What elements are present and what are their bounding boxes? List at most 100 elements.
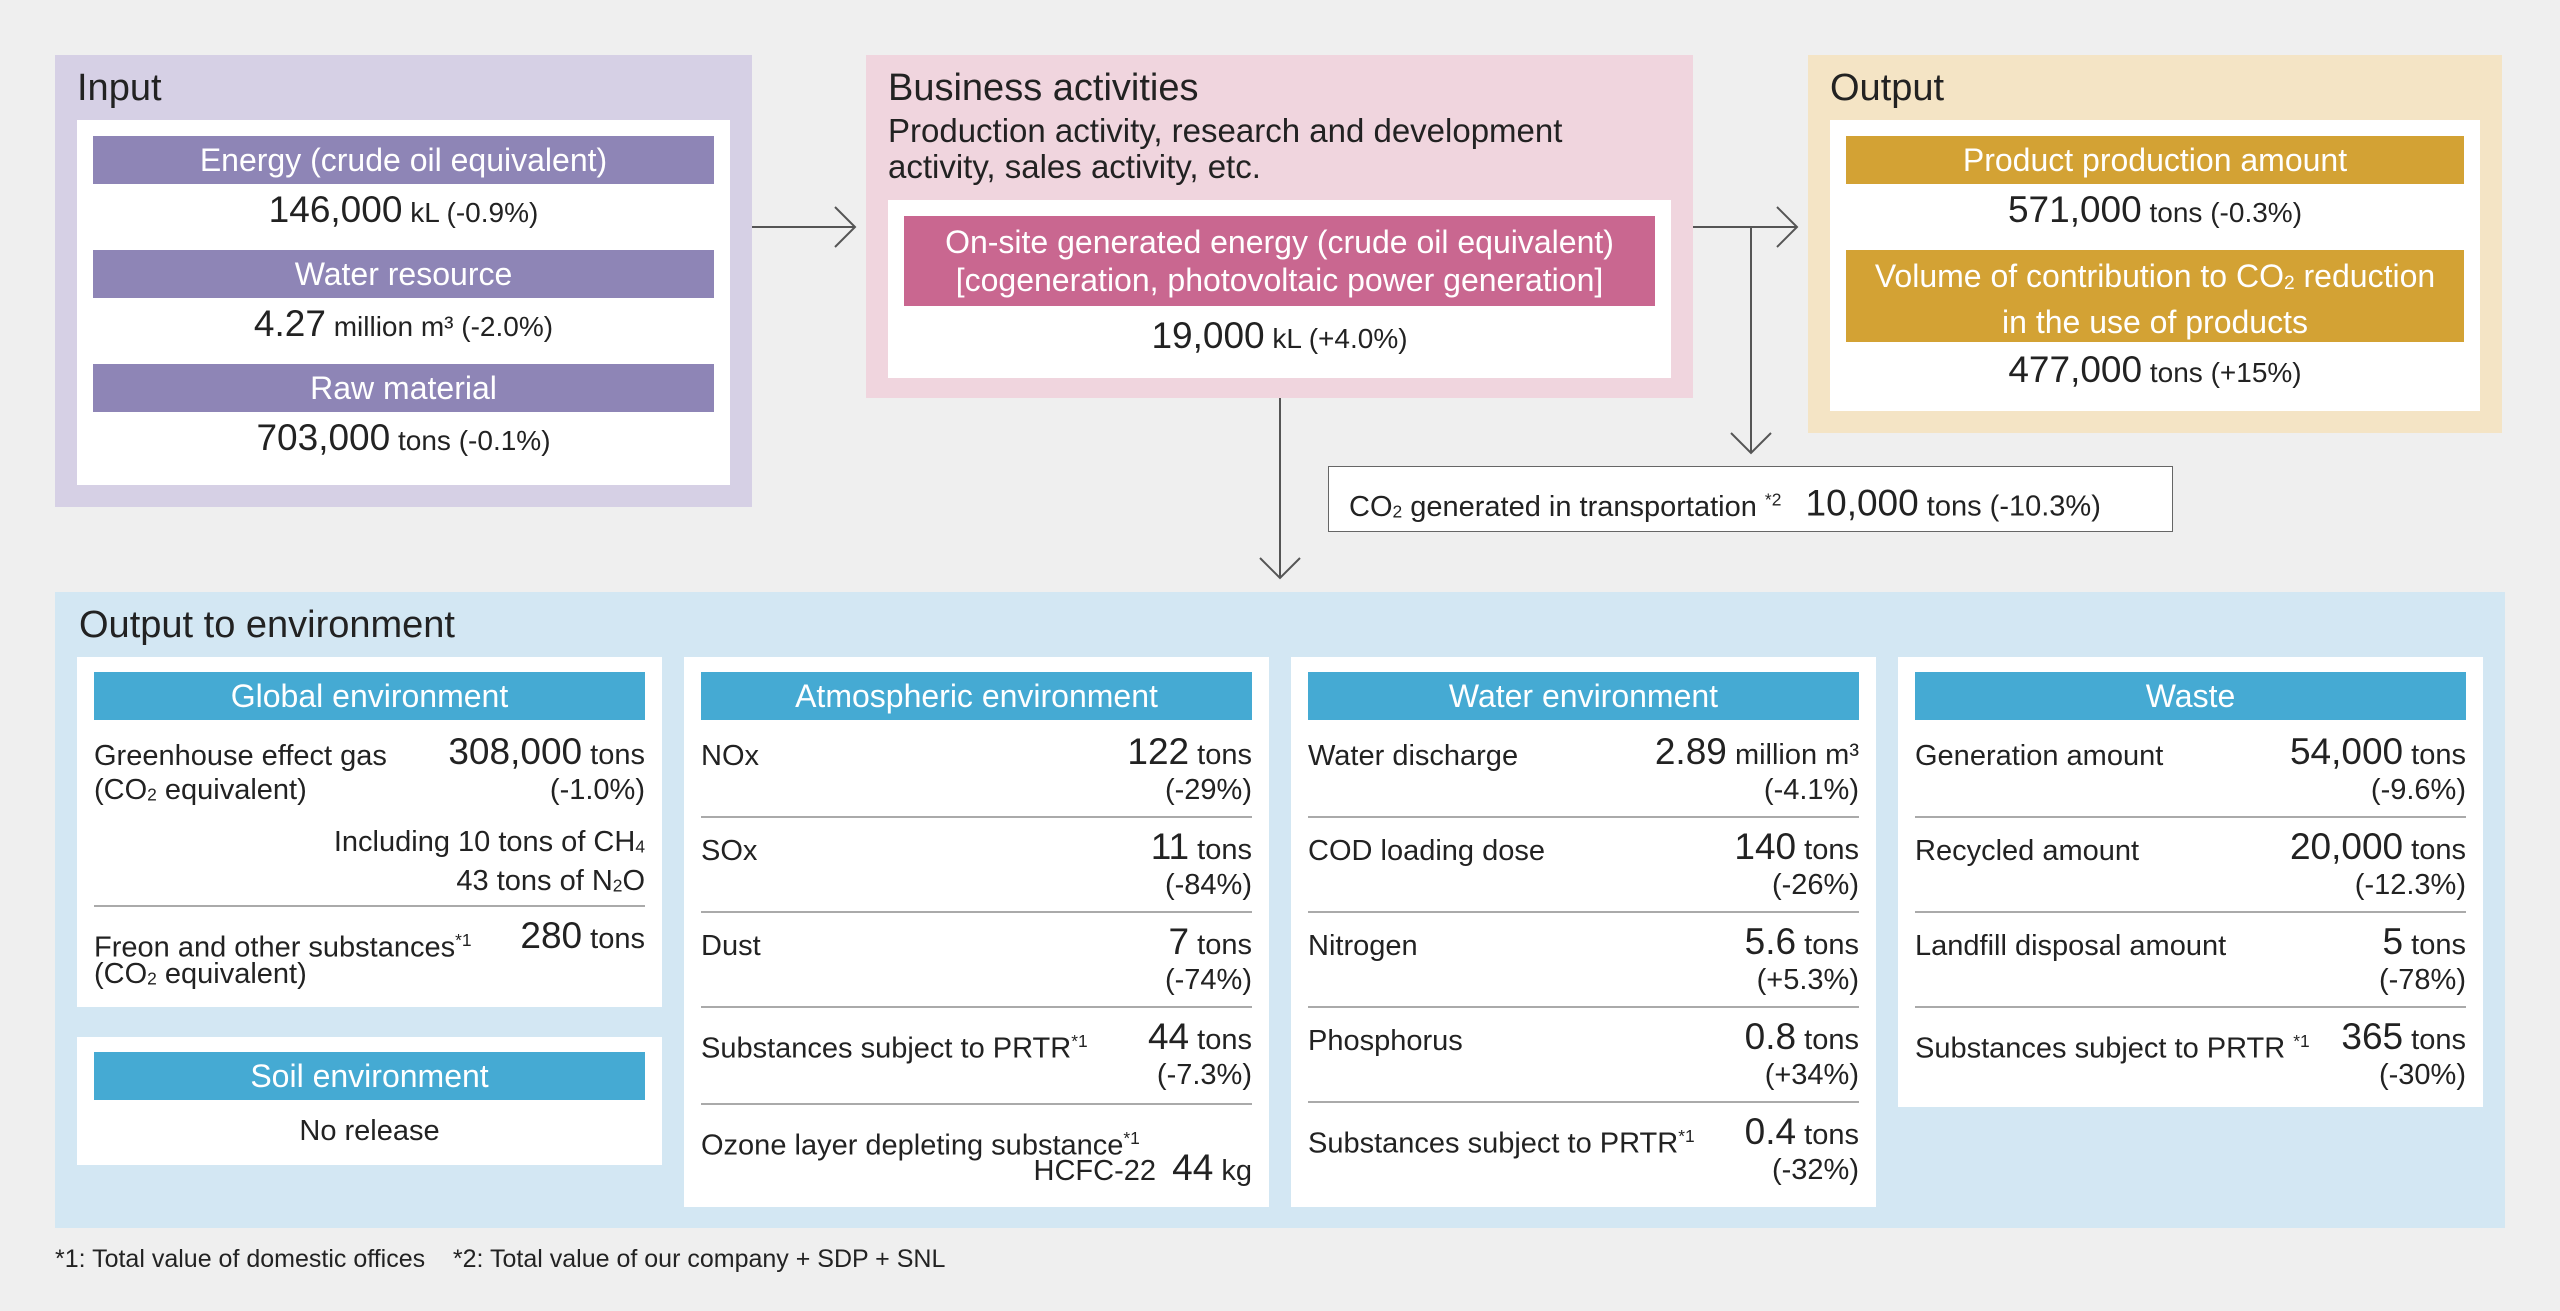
waste-row-amount: 5 tons [2382,921,2466,962]
output-content: Product production amount 571,000 tons (… [1830,120,2480,411]
water-row-change: (-32%) [1771,1154,1859,1186]
business-title: Business activities [888,67,1199,109]
raw-material-change: (-0.1%) [458,425,551,456]
ghg-breakdown-n2o: 43 tons of N2O [456,864,645,897]
co2-contribution-unit: tons [2149,357,2203,388]
footnote-2: *2: Total value of our company + SDP + S… [452,1245,946,1273]
waste-row-change: (-30%) [2378,1059,2466,1091]
freon-row: Freon and other substances*1 (CO2 equiva… [94,917,645,993]
footnotes: *1: Total value of domestic offices *2: … [55,1245,945,1274]
soil-environment-header: Soil environment [94,1052,645,1100]
atmospheric-environment-header: Atmospheric environment [701,672,1252,720]
atmospheric-row: SOx 11 tons (-84%) [701,828,1252,904]
global-environment-header: Global environment [94,672,645,720]
product-production-unit: tons [2149,197,2203,228]
divider [1308,1006,1859,1008]
soil-no-release: No release [299,1115,440,1147]
atmospheric-row-label: Dust [701,930,761,962]
water-row: Substances subject to PRTR*1 0.4 tons (-32… [1308,1113,1859,1189]
atmospheric-row-label: NOx [701,740,759,772]
atmospheric-row: Substances subject to PRTR*1 44 tons (-7.3… [701,1018,1252,1094]
waste-row-label: Landfill disposal amount [1915,930,2227,962]
waste-row-label: Generation amount [1915,740,2164,772]
water-row-amount: 0.4 tons [1744,1111,1859,1152]
onsite-energy-value-line: 19,000 kL (+4.0%) [888,314,1671,361]
atmospheric-row-change: (-84%) [1164,869,1252,901]
water-row-change: (+34%) [1764,1059,1859,1091]
waste-row-change: (-9.6%) [2370,774,2466,806]
atmospheric-row: NOx 122 tons (-29%) [701,733,1252,809]
water-resource-unit: million m³ [333,311,454,342]
waste-row-amount: 365 tons [2341,1016,2466,1057]
raw-material-header: Raw material [93,364,714,412]
divider [701,816,1252,818]
atmospheric-row-change: (-74%) [1164,964,1252,996]
environment-panel: Output to environment Global environment… [55,592,2505,1228]
co2-contribution-label-1: Volume of contribution to CO2 reduction [1874,258,2436,294]
onsite-energy-change: (+4.0%) [1308,323,1408,354]
onsite-energy-label-1: On-site generated energy (crude oil equi… [945,224,1614,260]
waste-row: Landfill disposal amount 5 tons (-78%) [1915,923,2466,999]
water-row-amount: 2.89 million m³ [1654,731,1859,772]
energy-header: Energy (crude oil equivalent) [93,136,714,184]
product-production-header: Product production amount [1846,136,2464,184]
waste-row: Substances subject to PRTR *1 365 tons (-3… [1915,1018,2466,1094]
water-row: Phosphorus 0.8 tons (+34%) [1308,1018,1859,1094]
atmospheric-row: Dust 7 tons (-74%) [701,923,1252,999]
energy-change: (-0.9%) [446,197,539,228]
waste-header: Waste [1915,672,2466,720]
output-panel: Output Product production amount 571,000… [1808,55,2502,433]
water-resource-header: Water resource [93,250,714,298]
atmospheric-row-change: (-29%) [1164,774,1252,806]
divider [1308,911,1859,913]
atmospheric-environment-card: Atmospheric environment NOx 122 tons (-29%… [684,657,1269,1207]
water-row-change: (-4.1%) [1763,774,1859,806]
freon-amount: 280 tons [520,915,645,956]
divider [1915,1006,2466,1008]
ghg-label-2: (CO2 equivalent) [94,774,307,806]
atmospheric-row-amount: 7 tons [1168,921,1252,962]
water-resource-value-line: 4.27 million m³ (-2.0%) [77,302,730,349]
ghg-amount: 308,000 tons [448,731,645,772]
waste-row-label: Recycled amount [1915,835,2140,867]
atmospheric-row-label: SOx [701,835,758,867]
water-row-label: Substances subject to PRTR*1 [1308,1126,1695,1160]
onsite-energy-unit: kL [1272,323,1301,354]
water-row-label: COD loading dose [1308,835,1545,867]
divider [1915,816,2466,818]
waste-row: Recycled amount 20,000 tons (-12.3%) [1915,828,2466,904]
atmospheric-row-change: (-7.3%) [1156,1059,1252,1091]
co2-contribution-label-2: in the use of products [2002,303,2308,340]
water-row-amount: 140 tons [1734,826,1859,867]
water-row: Water discharge 2.89 million m³ (-4.1%) [1308,733,1859,809]
output-title: Output [1830,67,1945,109]
global-environment-card: Global environment Greenhouse effect gas… [77,657,662,1007]
freon-label-2: (CO2 equivalent) [94,958,307,990]
soil-environment-card: Soil environment No release [77,1037,662,1165]
waste-row-amount: 54,000 tons [2289,731,2466,772]
ghg-row: Greenhouse effect gas (CO2 equivalent) 3… [94,733,645,839]
input-title: Input [77,67,162,109]
business-panel: Business activities Production activity,… [866,55,1693,398]
atmospheric-row-amount: 11 tons [1150,826,1252,867]
raw-material-value-line: 703,000 tons (-0.1%) [77,416,730,463]
divider [1308,1101,1859,1103]
co2-contribution-header: Volume of contribution to CO2 reduction … [1846,250,2464,342]
ozone-amount: HCFC-22 44 kg [1033,1147,1252,1188]
onsite-energy-value: 19,000 [1151,315,1265,356]
water-row-change: (-26%) [1771,869,1859,901]
energy-unit: kL [410,197,439,228]
ghg-change: (-1.0%) [549,774,645,806]
transport-label: CO2 generated in transportation *2 [1349,489,1782,523]
divider [1915,911,2466,913]
co2-contribution-value: 477,000 [2008,349,2143,390]
transport-change: (-10.3%) [1989,490,2101,523]
input-content: Energy (crude oil equivalent) 146,000 kL… [77,120,730,485]
water-environment-header: Water environment [1308,672,1859,720]
water-environment-card: Water environment Water discharge 2.89 mi… [1291,657,1876,1207]
transport-unit: tons [1926,490,1982,523]
waste-card: Waste Generation amount 54,000 tons (-9.6%… [1898,657,2483,1107]
waste-row-change: (-12.3%) [2354,869,2466,901]
water-row-amount: 5.6 tons [1744,921,1859,962]
